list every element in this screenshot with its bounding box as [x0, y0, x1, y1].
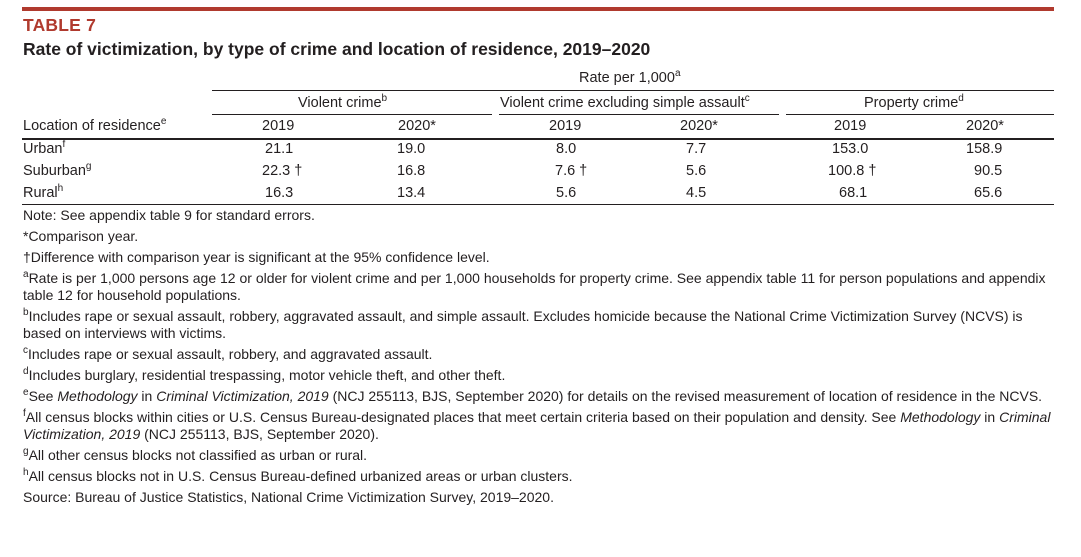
footnote-c: cIncludes rape or sexual assault, robber… — [23, 345, 433, 363]
footnote-b: bIncludes rape or sexual assault, robber… — [23, 307, 1023, 342]
table-cell: 5.6 — [556, 185, 577, 201]
footnote-a: aRate is per 1,000 persons age 12 or old… — [23, 269, 1046, 304]
table-cell: 158.9 — [966, 141, 1003, 157]
footnote-f: fAll census blocks within cities or U.S.… — [23, 408, 1051, 443]
footnotes: Note: See appendix table 9 for standard … — [23, 207, 1058, 510]
footnote-comparison: *Comparison year. — [23, 228, 139, 244]
table-cell: 65.6 — [974, 185, 1003, 201]
group-rule-violent-excl — [499, 114, 779, 115]
table-cell: 7.7 — [686, 141, 707, 157]
table-cell: 13.4 — [397, 185, 426, 201]
row-header: Location of residencee — [23, 116, 167, 135]
year-header: 2020* — [398, 118, 436, 134]
table-cell: 90.5 — [974, 163, 1003, 179]
table-row: Urbanf 21.1 19.0 8.0 7.7 153.0 158.9 — [22, 138, 1054, 160]
year-header: 2019 — [549, 118, 582, 134]
row-label: Urbanf — [23, 139, 66, 158]
table-cell: 8.0 — [556, 141, 577, 157]
table-cell: 68.1 — [839, 185, 868, 201]
table-cell: 100.8 † — [828, 163, 877, 179]
table-title: Rate of victimization, by type of crime … — [23, 39, 651, 59]
table-cell: 16.8 — [397, 163, 426, 179]
table-cell: 153.0 — [832, 141, 869, 157]
table-row: Ruralh 16.3 13.4 5.6 4.5 68.1 65.6 — [22, 182, 1054, 204]
rate-header: Rate per 1,000a — [579, 68, 681, 87]
rate-header-row: Rate per 1,000a — [22, 67, 1054, 89]
group-header-row: Violent crimeb Violent crime excluding s… — [22, 92, 1054, 114]
row-label: Suburbang — [23, 161, 92, 180]
group-header-violent-excl: Violent crime excluding simple assaultc — [500, 93, 750, 112]
footnote-d: dIncludes burglary, residential trespass… — [23, 366, 506, 384]
year-header-row: Location of residencee 2019 2020* 2019 2… — [22, 115, 1054, 137]
table-cell: 22.3 † — [262, 163, 303, 179]
row-label: Ruralh — [23, 183, 64, 202]
footnote-e: eSee Methodology in Criminal Victimizati… — [23, 387, 1043, 405]
group-header-violent: Violent crimeb — [298, 93, 388, 112]
group-rule-violent — [212, 114, 492, 115]
group-header-property: Property crimed — [864, 93, 964, 112]
footnote-note: Note: See appendix table 9 for standard … — [23, 207, 315, 223]
table-cell: 21.1 — [265, 141, 294, 157]
table-cell: 5.6 — [686, 163, 707, 179]
top-rule — [22, 7, 1054, 11]
year-header: 2019 — [262, 118, 295, 134]
header-bottom-rule — [22, 138, 1054, 140]
table-row: Suburbang 22.3 † 16.8 7.6 † 5.6 100.8 † … — [22, 160, 1054, 182]
footnote-h: hAll census blocks not in U.S. Census Bu… — [23, 467, 573, 485]
year-header: 2020* — [680, 118, 718, 134]
year-header: 2020* — [966, 118, 1004, 134]
footnote-g: gAll other census blocks not classified … — [23, 446, 368, 464]
table-bottom-rule — [22, 204, 1054, 205]
table-label: TABLE 7 — [23, 15, 97, 35]
table-cell: 19.0 — [397, 141, 426, 157]
footnote-dagger: †Difference with comparison year is sign… — [23, 249, 490, 265]
table-cell: 4.5 — [686, 185, 707, 201]
year-header: 2019 — [834, 118, 867, 134]
rate-header-rule — [212, 90, 1054, 91]
group-rule-property — [786, 114, 1054, 115]
footnote-source: Source: Bureau of Justice Statistics, Na… — [23, 489, 554, 505]
table-cell: 16.3 — [265, 185, 294, 201]
table-cell: 7.6 † — [555, 163, 588, 179]
